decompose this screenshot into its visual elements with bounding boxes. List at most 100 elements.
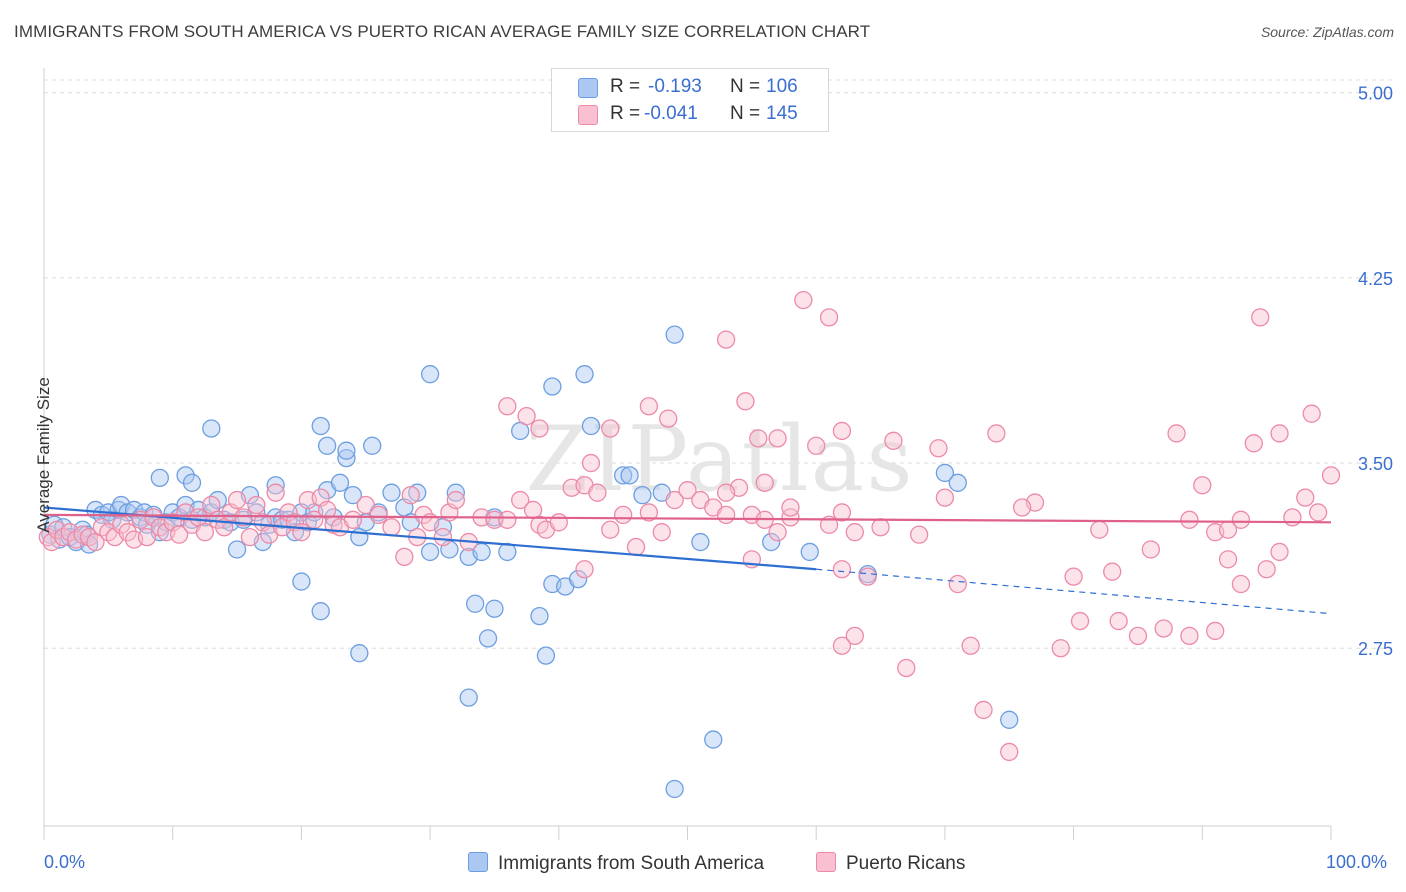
- puerto-rican-point: [807, 436, 826, 455]
- legend-swatch-pink: [578, 105, 598, 125]
- puerto-rican-point: [626, 537, 646, 557]
- bottom-legend-label: Puerto Ricans: [846, 853, 966, 874]
- legend-n-value: 106: [766, 76, 798, 97]
- puerto-rican-point: [1141, 540, 1160, 559]
- south-america-point: [311, 416, 330, 436]
- legend-r-value: -0.041: [644, 103, 698, 124]
- south-america-point: [543, 377, 562, 396]
- puerto-rican-point: [1251, 308, 1270, 327]
- puerto-rican-point: [1103, 562, 1122, 581]
- bottom-legend-label: Immigrants from South America: [498, 853, 765, 874]
- puerto-rican-point: [498, 510, 517, 529]
- puerto-rican-point: [935, 488, 955, 507]
- puerto-rican-point: [433, 527, 453, 547]
- puerto-rican-point: [1180, 510, 1199, 529]
- south-america-point: [150, 468, 169, 488]
- puerto-rican-point: [755, 473, 774, 492]
- legend-r-label: R =: [610, 76, 641, 97]
- south-america-point: [459, 688, 478, 707]
- puerto-rican-point: [1218, 520, 1238, 539]
- stats-legend: R = -0.193 N = 106 R = -0.041 N = 145: [551, 68, 829, 132]
- puerto-rican-point: [530, 419, 549, 438]
- bottom-swatch-pink: [816, 852, 836, 872]
- south-america-trendline: [43, 506, 817, 571]
- puerto-rican-point: [1128, 626, 1148, 646]
- puerto-rican-point: [1109, 611, 1128, 631]
- south-america-point: [620, 466, 639, 485]
- south-america-point: [948, 473, 967, 492]
- chart-title: IMMIGRANTS FROM SOUTH AMERICA VS PUERTO …: [14, 22, 871, 41]
- y-tick-label: 4.25: [1358, 269, 1393, 289]
- puerto-rican-point: [1218, 550, 1238, 569]
- south-america-point: [530, 606, 549, 626]
- puerto-rican-point: [832, 503, 852, 522]
- puerto-rican-point: [247, 495, 266, 515]
- bottom-legend-puerto-ricans: Puerto Ricans: [816, 852, 965, 875]
- puerto-rican-point: [884, 431, 903, 450]
- south-america-point: [665, 325, 684, 344]
- south-america-point: [182, 473, 202, 492]
- puerto-rican-point: [401, 485, 420, 505]
- puerto-rican-point: [549, 513, 568, 532]
- puerto-rican-point: [1308, 503, 1328, 522]
- puerto-rican-point: [1012, 498, 1032, 517]
- south-america-point: [363, 436, 382, 455]
- south-america-point: [176, 466, 195, 485]
- puerto-rican-point: [1064, 567, 1083, 586]
- legend-swatch-blue: [578, 78, 598, 98]
- south-america-point: [382, 483, 401, 502]
- legend-n-value: 145: [766, 103, 798, 124]
- puerto-rican-point: [749, 429, 768, 448]
- south-america-point: [536, 646, 556, 665]
- puerto-rican-point: [1244, 434, 1263, 453]
- puerto-rican-point: [1193, 476, 1212, 495]
- puerto-rican-point: [1206, 621, 1225, 641]
- south-america-point: [330, 473, 350, 492]
- puerto-rican-point: [639, 503, 659, 522]
- south-america-point: [446, 483, 465, 502]
- puerto-rican-point: [961, 636, 980, 655]
- puerto-rican-point: [1231, 574, 1251, 594]
- legend-r-value: -0.193: [648, 76, 702, 97]
- puerto-rican-point: [639, 397, 659, 416]
- puerto-rican-point: [652, 523, 671, 542]
- puerto-rican-point: [929, 439, 948, 458]
- puerto-rican-point: [1180, 626, 1199, 646]
- puerto-rican-point: [1270, 542, 1289, 562]
- puerto-rican-point: [1302, 404, 1321, 423]
- bottom-swatch-blue: [468, 852, 488, 872]
- puerto-rican-point: [395, 547, 414, 567]
- puerto-rican-point: [118, 523, 137, 542]
- puerto-rican-point: [517, 406, 536, 426]
- puerto-rican-point: [234, 508, 253, 527]
- puerto-rican-point: [716, 505, 736, 525]
- south-america-point: [568, 569, 588, 589]
- puerto-rican-point: [485, 510, 504, 529]
- puerto-rican-point: [781, 498, 800, 517]
- puerto-rican-point: [227, 490, 247, 510]
- puerto-rican-point: [382, 518, 401, 537]
- south-america-point: [691, 532, 710, 552]
- puerto-rican-point: [845, 523, 864, 542]
- puerto-rican-point: [987, 424, 1006, 443]
- puerto-rican-point: [832, 560, 852, 579]
- legend-n-label: N =: [730, 76, 761, 97]
- y-tick-label: 3.50: [1358, 454, 1393, 474]
- puerto-rican-point: [871, 518, 890, 537]
- puerto-rican-point: [137, 527, 157, 547]
- puerto-rican-point: [781, 508, 800, 527]
- puerto-rican-point: [794, 290, 813, 310]
- puerto-rican-point: [575, 560, 594, 579]
- puerto-rican-point: [614, 505, 633, 525]
- puerto-rican-point: [832, 421, 852, 441]
- south-america-point: [581, 416, 601, 436]
- puerto-rican-point: [356, 495, 375, 515]
- puerto-rican-point: [169, 525, 189, 544]
- south-america-point: [343, 485, 363, 505]
- south-america-point: [633, 485, 652, 505]
- puerto-rican-point: [343, 510, 363, 529]
- y-axis-label: Average Family Size: [33, 377, 53, 533]
- puerto-rican-point: [910, 525, 929, 544]
- south-america-point: [202, 419, 221, 438]
- puerto-rican-point: [498, 397, 517, 416]
